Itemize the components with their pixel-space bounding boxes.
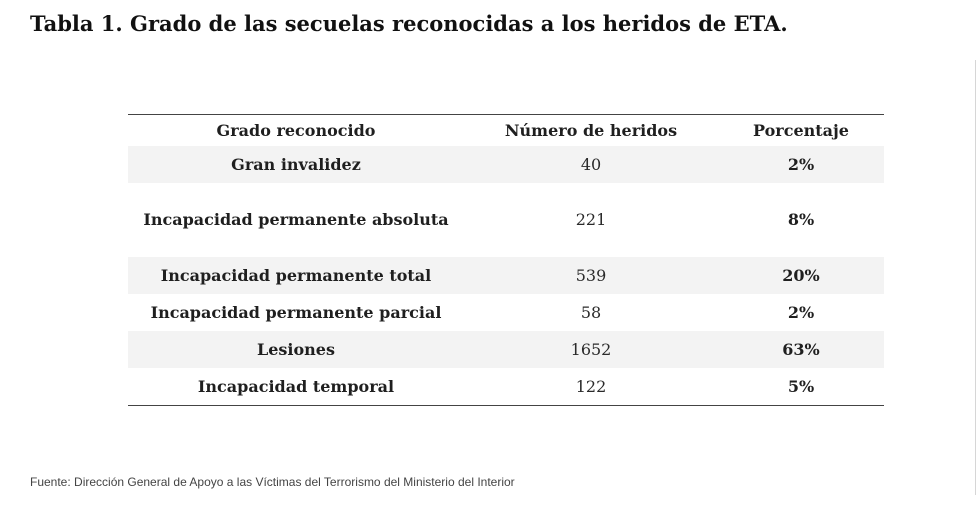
source-note: Fuente: Dirección General de Apoyo a las…	[30, 475, 515, 489]
cell-heridos: 221	[575, 210, 607, 229]
cell-heridos: 539	[464, 257, 718, 294]
cell-grado: Lesiones	[128, 331, 464, 368]
table-row: Lesiones 1652 63%	[128, 331, 884, 368]
cell-porcentaje: 2%	[787, 303, 815, 322]
cell-heridos: 58	[580, 303, 602, 322]
header-grado: Grado reconocido	[216, 121, 376, 140]
table-row: Incapacidad permanente parcial 58 2%	[128, 294, 884, 331]
cell-heridos: 40	[464, 146, 718, 183]
cell-heridos: 1652	[464, 331, 718, 368]
table-header-row: Grado reconocido Número de heridos Porce…	[128, 115, 884, 146]
cell-porcentaje: 2%	[718, 146, 884, 183]
secuelas-table: Grado reconocido Número de heridos Porce…	[128, 115, 884, 405]
cell-grado: Incapacidad permanente total	[128, 257, 464, 294]
header-heridos: Número de heridos	[504, 121, 678, 140]
data-table-container: Grado reconocido Número de heridos Porce…	[128, 114, 884, 406]
table-row: Incapacidad permanente total 539 20%	[128, 257, 884, 294]
table-row: Gran invalidez 40 2%	[128, 146, 884, 183]
cell-porcentaje: 63%	[718, 331, 884, 368]
cell-porcentaje: 20%	[718, 257, 884, 294]
table-row: Incapacidad permanente absoluta 221 8%	[128, 183, 884, 257]
table-row: Incapacidad temporal 122 5%	[128, 368, 884, 405]
cell-heridos: 122	[575, 377, 607, 396]
cell-grado: Gran invalidez	[128, 146, 464, 183]
cell-grado: Incapacidad permanente absoluta	[143, 210, 449, 229]
right-divider	[975, 60, 976, 495]
cell-grado: Incapacidad permanente parcial	[150, 303, 442, 322]
cell-porcentaje: 8%	[787, 210, 815, 229]
page-title: Tabla 1. Grado de las secuelas reconocid…	[30, 11, 788, 36]
header-porcentaje: Porcentaje	[753, 121, 849, 140]
cell-porcentaje: 5%	[787, 377, 815, 396]
cell-grado: Incapacidad temporal	[197, 377, 395, 396]
